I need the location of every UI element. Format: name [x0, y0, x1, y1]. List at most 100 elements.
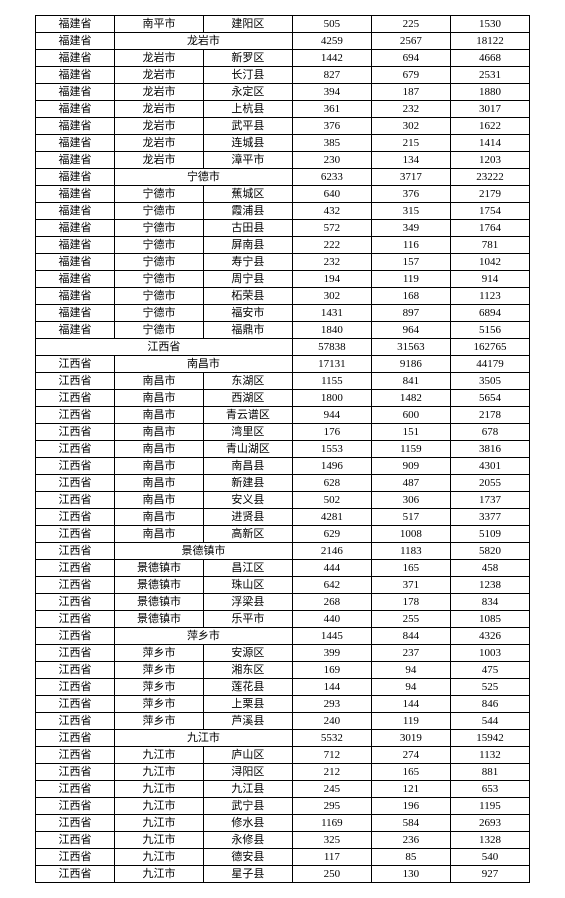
table-cell: 龙岩市 [115, 118, 204, 135]
table-cell: 宁德市 [115, 203, 204, 220]
table-cell: 2146 [292, 543, 371, 560]
table-cell: 3377 [450, 509, 529, 526]
table-row: 江西省萍乡市14458444326 [36, 628, 530, 645]
table-cell: 376 [292, 118, 371, 135]
table-cell: 1203 [450, 152, 529, 169]
table-cell: 1155 [292, 373, 371, 390]
table-cell: 福建省 [36, 169, 115, 186]
table-body: 福建省南平市建阳区5052251530福建省龙岩市4259256718122福建… [36, 16, 530, 883]
table-row: 福建省龙岩市永定区3941871880 [36, 84, 530, 101]
table-cell: 444 [292, 560, 371, 577]
table-row: 福建省宁德市霞浦县4323151754 [36, 203, 530, 220]
table-cell: 福建省 [36, 16, 115, 33]
table-cell: 萍乡市 [115, 713, 204, 730]
table-row: 福建省龙岩市上杭县3612323017 [36, 101, 530, 118]
table-cell: 2178 [450, 407, 529, 424]
table-cell: 南昌市 [115, 390, 204, 407]
table-cell: 德安县 [203, 849, 292, 866]
table-cell: 487 [371, 475, 450, 492]
table-row: 江西省南昌市新建县6284872055 [36, 475, 530, 492]
table-cell: 1431 [292, 305, 371, 322]
table-cell: 1195 [450, 798, 529, 815]
table-cell: 江西省 [36, 526, 115, 543]
table-cell: 浮梁县 [203, 594, 292, 611]
table-cell: 福建省 [36, 152, 115, 169]
table-row: 江西省九江市永修县3252361328 [36, 832, 530, 849]
table-cell: 964 [371, 322, 450, 339]
table-cell: 福建省 [36, 33, 115, 50]
table-cell: 232 [292, 254, 371, 271]
table-cell: 湾里区 [203, 424, 292, 441]
table-cell: 944 [292, 407, 371, 424]
table-cell: 178 [371, 594, 450, 611]
table-cell: 225 [371, 16, 450, 33]
table-cell: 宁德市 [115, 271, 204, 288]
table-cell: 江西省 [36, 849, 115, 866]
table-cell: 5109 [450, 526, 529, 543]
table-cell: 361 [292, 101, 371, 118]
table-cell: 315 [371, 203, 450, 220]
table-cell: 福建省 [36, 237, 115, 254]
table-cell: 江西省 [36, 798, 115, 815]
table-cell: 宁德市 [115, 237, 204, 254]
table-cell: 龙岩市 [115, 50, 204, 67]
table-cell: 274 [371, 747, 450, 764]
table-cell: 莲花县 [203, 679, 292, 696]
table-cell: 龙岩市 [115, 101, 204, 118]
table-cell: 502 [292, 492, 371, 509]
table-row: 江西省九江市5532301915942 [36, 730, 530, 747]
table-cell: 龙岩市 [115, 135, 204, 152]
table-cell: 九江市 [115, 832, 204, 849]
table-row: 江西省景德镇市昌江区444165458 [36, 560, 530, 577]
table-cell: 117 [292, 849, 371, 866]
table-cell: 295 [292, 798, 371, 815]
table-cell: 江西省 [36, 407, 115, 424]
table-cell: 23222 [450, 169, 529, 186]
table-row: 福建省龙岩市4259256718122 [36, 33, 530, 50]
table-row: 江西省景德镇市浮梁县268178834 [36, 594, 530, 611]
table-cell: 九江县 [203, 781, 292, 798]
table-cell: 1159 [371, 441, 450, 458]
table-row: 江西省南昌市西湖区180014825654 [36, 390, 530, 407]
table-cell: 江西省 [36, 832, 115, 849]
table-cell: 5532 [292, 730, 371, 747]
table-cell: 福建省 [36, 220, 115, 237]
table-row: 福建省宁德市屏南县222116781 [36, 237, 530, 254]
table-cell: 306 [371, 492, 450, 509]
table-cell: 江西省 [36, 577, 115, 594]
table-cell: 建阳区 [203, 16, 292, 33]
table-cell: 194 [292, 271, 371, 288]
table-cell: 珠山区 [203, 577, 292, 594]
table-cell: 芦溪县 [203, 713, 292, 730]
table-cell: 584 [371, 815, 450, 832]
table-cell: 1840 [292, 322, 371, 339]
table-row: 江西省5783831563162765 [36, 339, 530, 356]
table-cell: 南昌市 [115, 509, 204, 526]
table-cell: 高新区 [203, 526, 292, 543]
table-cell: 江西省 [36, 543, 115, 560]
table-cell: 4281 [292, 509, 371, 526]
table-row: 福建省宁德市6233371723222 [36, 169, 530, 186]
table-cell: 江西省 [36, 679, 115, 696]
table-row: 江西省九江市九江县245121653 [36, 781, 530, 798]
table-cell: 196 [371, 798, 450, 815]
table-cell: 349 [371, 220, 450, 237]
table-cell: 江西省 [36, 509, 115, 526]
table-cell: 2179 [450, 186, 529, 203]
table-cell: 2531 [450, 67, 529, 84]
table-cell: 九江市 [115, 815, 204, 832]
table-cell: 3816 [450, 441, 529, 458]
table-cell: 江西省 [36, 747, 115, 764]
table-cell: 安义县 [203, 492, 292, 509]
table-cell: 212 [292, 764, 371, 781]
table-cell: 南昌市 [115, 407, 204, 424]
table-row: 江西省九江市庐山区7122741132 [36, 747, 530, 764]
table-cell: 1414 [450, 135, 529, 152]
table-cell: 9186 [371, 356, 450, 373]
table-cell: 1003 [450, 645, 529, 662]
table-cell: 乐平市 [203, 611, 292, 628]
table-cell: 1238 [450, 577, 529, 594]
table-cell: 5820 [450, 543, 529, 560]
table-cell: 475 [450, 662, 529, 679]
table-row: 福建省龙岩市新罗区14426944668 [36, 50, 530, 67]
